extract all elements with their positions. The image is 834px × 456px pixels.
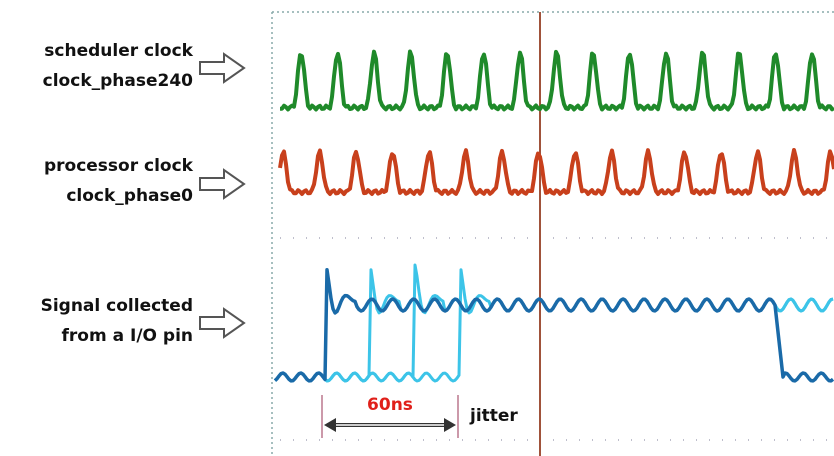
signal-label: from a I/O pin (62, 326, 193, 346)
signal-label: scheduler clock (44, 41, 193, 61)
measure: 60ns jitter (322, 395, 518, 438)
jitter-wave (275, 270, 833, 381)
interval-label: 60ns (367, 395, 413, 415)
clock-wave (280, 52, 834, 110)
jitter-wave (275, 265, 833, 381)
io-wave (275, 270, 833, 381)
label-group: scheduler clock clock_phase240 processor… (41, 41, 194, 346)
arrows (200, 54, 244, 337)
clock-wave (280, 150, 834, 194)
signal-label: clock_phase0 (66, 186, 193, 206)
signal-label: processor clock (44, 156, 194, 176)
arrow (200, 170, 244, 198)
signal-label: Signal collected (41, 296, 193, 316)
scope-figure: scheduler clock clock_phase240 processor… (0, 0, 834, 456)
arrow (200, 54, 244, 82)
jitter-wave (275, 270, 833, 381)
waveforms (275, 52, 834, 382)
arrow (200, 309, 244, 337)
jitter-label: jitter (469, 406, 518, 426)
signal-label: clock_phase240 (43, 71, 194, 91)
